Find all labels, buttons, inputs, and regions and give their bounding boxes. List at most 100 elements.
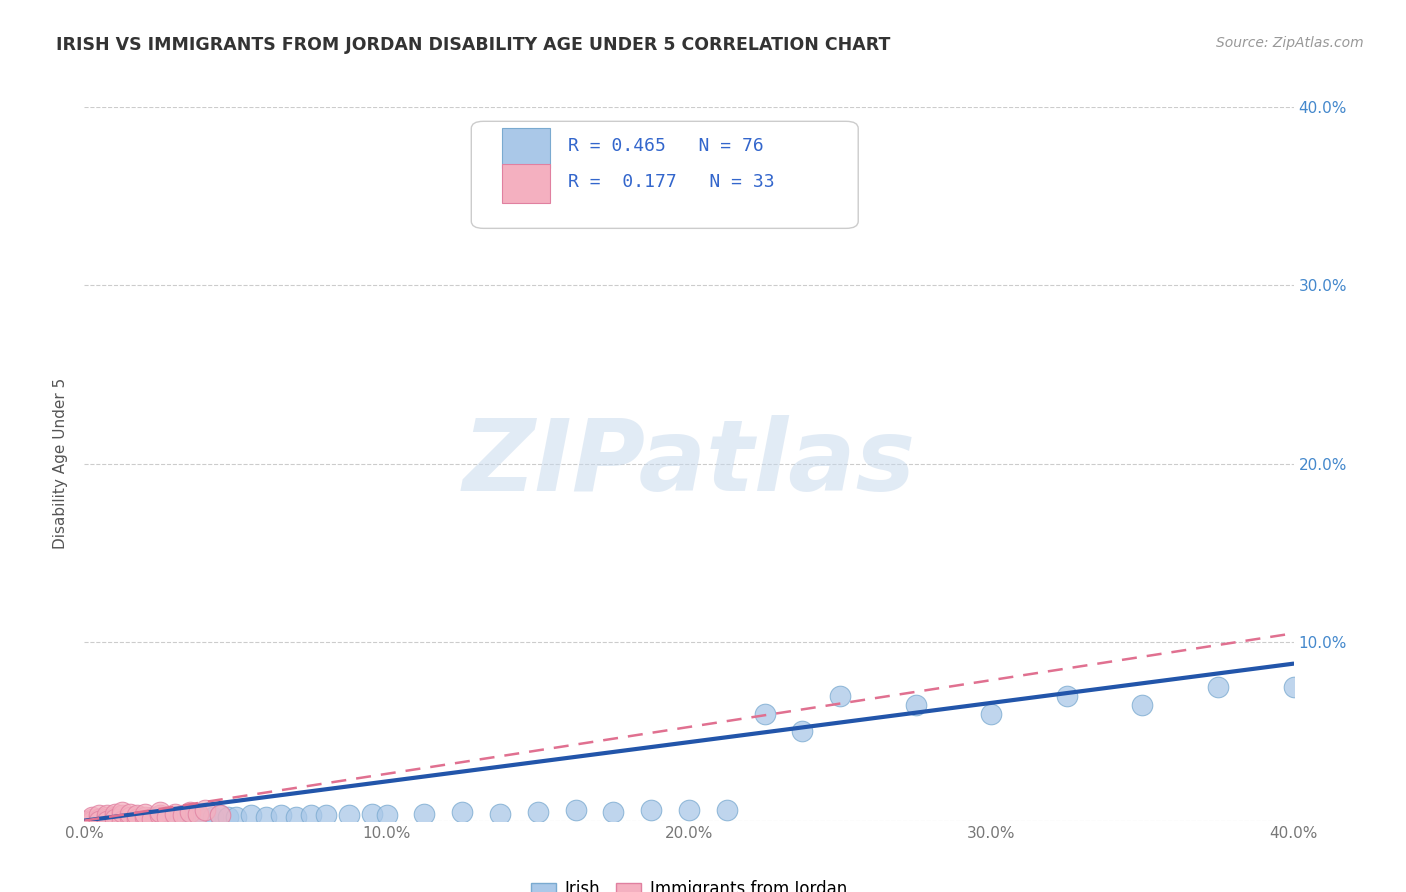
Point [844, 644, 866, 658]
Point [97, 812, 120, 826]
Y-axis label: Disability Age Under 5: Disability Age Under 5 [53, 378, 69, 549]
Point [104, 810, 127, 824]
Point [496, 698, 519, 712]
Point [79, 812, 101, 826]
Point [73, 814, 96, 828]
Point [1253, 799, 1275, 814]
Point [315, 803, 337, 817]
Point [89, 814, 111, 828]
Point [128, 808, 150, 822]
Point [97, 814, 120, 828]
Point [91, 814, 114, 828]
Point [662, 662, 685, 676]
Point [104, 812, 127, 826]
Point [104, 805, 127, 819]
Legend: Irish, Immigrants from Jordan: Irish, Immigrants from Jordan [524, 874, 853, 892]
Point [86, 812, 108, 826]
Point [209, 806, 232, 821]
Point [346, 706, 368, 721]
Point [1177, 680, 1199, 694]
Point [91, 812, 114, 826]
Point [125, 810, 148, 824]
Point [754, 653, 776, 667]
Point [1071, 653, 1094, 667]
Point [91, 810, 114, 824]
Point [467, 689, 489, 703]
Point [1237, 671, 1260, 685]
Point [557, 680, 579, 694]
Point [94, 810, 117, 824]
Point [94, 812, 117, 826]
Point [110, 806, 132, 821]
Point [112, 808, 135, 822]
Point [86, 812, 108, 826]
Point [100, 812, 122, 826]
Point [76, 814, 98, 828]
Point [270, 803, 292, 817]
Point [139, 808, 162, 822]
Point [104, 808, 127, 822]
Point [79, 812, 101, 826]
Point [82, 814, 104, 828]
Point [115, 810, 138, 824]
Point [86, 806, 108, 821]
Point [617, 671, 640, 685]
Point [285, 805, 308, 819]
Point [436, 706, 458, 721]
Point [157, 810, 180, 824]
Point [76, 812, 98, 826]
Point [1116, 537, 1139, 551]
Point [1267, 742, 1289, 756]
Point [1071, 243, 1094, 257]
Text: R = 0.465   N = 76: R = 0.465 N = 76 [568, 137, 763, 155]
Point [406, 698, 429, 712]
Point [97, 810, 120, 824]
Point [1025, 635, 1047, 649]
Text: IRISH VS IMMIGRANTS FROM JORDAN DISABILITY AGE UNDER 5 CORRELATION CHART: IRISH VS IMMIGRANTS FROM JORDAN DISABILI… [56, 36, 890, 54]
Bar [502, 128, 550, 168]
Point [188, 806, 211, 821]
FancyBboxPatch shape [471, 121, 858, 228]
Point [79, 808, 101, 822]
Point [94, 812, 117, 826]
Point [82, 812, 104, 826]
Point [76, 810, 98, 824]
Point [935, 626, 957, 640]
Text: R =  0.177   N = 33: R = 0.177 N = 33 [568, 173, 775, 191]
Point [89, 808, 111, 822]
Point [134, 810, 156, 824]
Point [527, 680, 550, 694]
Point [131, 810, 153, 824]
Point [89, 810, 111, 824]
Point [82, 810, 104, 824]
Point [79, 814, 101, 828]
Point [118, 806, 141, 821]
Point [375, 689, 398, 703]
Point [1146, 635, 1168, 649]
Point [118, 810, 141, 824]
Point [239, 806, 262, 821]
Point [91, 806, 114, 821]
Point [107, 810, 129, 824]
Text: Source: ZipAtlas.com: Source: ZipAtlas.com [1216, 36, 1364, 50]
Point [94, 808, 117, 822]
Point [79, 814, 101, 828]
Point [82, 814, 104, 828]
Point [146, 810, 169, 824]
Point [121, 812, 143, 826]
Point [254, 805, 277, 819]
Point [86, 810, 108, 824]
Point [89, 812, 111, 826]
Text: ZIPatlas: ZIPatlas [463, 416, 915, 512]
Point [86, 814, 108, 828]
Point [299, 803, 322, 817]
Point [110, 810, 132, 824]
Point [76, 814, 98, 828]
Point [89, 805, 111, 819]
Point [1222, 501, 1244, 516]
Point [107, 812, 129, 826]
Point [170, 808, 193, 822]
Point [194, 808, 217, 822]
Point [82, 812, 104, 826]
Point [360, 724, 382, 739]
